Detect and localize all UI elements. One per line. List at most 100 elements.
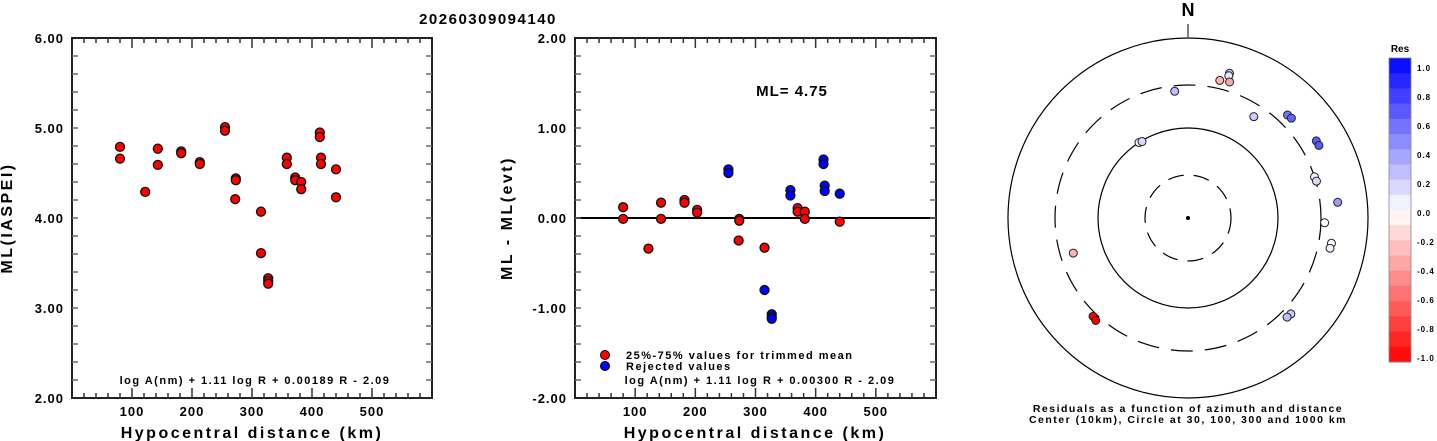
y-tick-label: 4.00: [35, 211, 64, 226]
x-axis-title: Hypocentral distance (km): [121, 425, 384, 441]
data-point: [655, 213, 667, 225]
colorbar-bin: [1389, 164, 1411, 181]
colorbar-tick-label: 0.2: [1417, 180, 1431, 189]
data-point: [230, 193, 241, 205]
data-point: [314, 131, 325, 143]
colorbar-bin: [1389, 331, 1411, 348]
colorbar-tick-label: 0.6: [1417, 122, 1431, 131]
data-point: [617, 202, 629, 213]
data-point: [834, 216, 845, 227]
data-point: [140, 186, 151, 198]
colorbar-tick-label: 1.0: [1417, 64, 1431, 73]
colorbar-bin: [1389, 179, 1411, 196]
station-point: [1333, 197, 1343, 207]
y-tick-label: 0.00: [538, 211, 567, 226]
station-point: [1314, 140, 1324, 150]
station-point: [1215, 75, 1225, 85]
colorbar-bin: [1389, 210, 1411, 226]
x-axis-title: Hypocentral distance (km): [624, 425, 887, 441]
colorbar-bin: [1389, 134, 1411, 150]
colorbar-tick-label: -0.4: [1417, 267, 1435, 276]
station-point: [1137, 137, 1147, 147]
data-points: [617, 154, 845, 324]
y-axis-title: ML(IASPEI): [0, 162, 16, 273]
x-tick-label: 300: [743, 404, 768, 419]
data-point: [255, 206, 267, 217]
colorbar-bin: [1389, 58, 1411, 74]
x-tick-label: 400: [300, 404, 325, 419]
station-point: [1225, 77, 1235, 87]
legend-marker-rejected: [600, 361, 610, 371]
data-point: [114, 141, 126, 153]
colorbar-bin: [1389, 149, 1411, 165]
station-point: [1068, 248, 1078, 258]
colorbar-tick-label: -0.8: [1417, 325, 1435, 334]
ml-annotation: ML= 4.75: [756, 83, 828, 100]
epicenter-marker: [1186, 216, 1190, 220]
x-tick-label: 300: [240, 404, 265, 419]
data-point: [655, 197, 667, 208]
data-point: [617, 213, 629, 225]
colorbar-tick-label: -0.2: [1417, 238, 1435, 247]
data-point: [281, 158, 292, 170]
formula-label: log A(nm) + 1.11 log R + 0.00300 R - 2.0…: [625, 375, 896, 387]
data-point: [691, 207, 703, 218]
station-point: [1286, 113, 1296, 123]
station-point: [1170, 86, 1180, 96]
colorbar-bin: [1389, 255, 1411, 272]
station-point: [1311, 176, 1321, 186]
colorbar-tick-label: 0.4: [1417, 151, 1431, 160]
x-tick-label: 500: [863, 404, 888, 419]
magnitude-vs-distance-chart: 100 200 300 400 500 2.00 3.00 4.00 5.00 6.00 log …: [0, 31, 433, 441]
colorbar-bin: [1389, 240, 1411, 257]
colorbar-title: Res: [1391, 44, 1410, 55]
data-point: [799, 213, 810, 225]
station-point: [1282, 312, 1292, 322]
data-point: [818, 158, 829, 170]
data-point: [230, 175, 241, 186]
colorbar-frame: [1388, 57, 1412, 363]
data-point: [819, 185, 830, 197]
colorbar-tick-label: -1.0: [1417, 354, 1435, 363]
data-point: [733, 235, 744, 246]
y-tick-label: -1.00: [532, 301, 567, 316]
colorbar-bin: [1389, 88, 1411, 105]
data-points: [114, 121, 342, 289]
colorbar-bin: [1389, 194, 1411, 211]
data-point: [263, 278, 274, 289]
data-point: [176, 148, 187, 159]
data-point: [315, 158, 327, 170]
y-tick-label: 1.00: [538, 121, 567, 136]
data-point: [330, 192, 342, 203]
y-tick-label: 5.00: [35, 121, 64, 136]
y-axis-title: ML - ML(evt): [499, 156, 516, 280]
data-point: [219, 125, 231, 136]
colorbar-bin: [1389, 73, 1411, 89]
station-point: [1325, 243, 1335, 253]
colorbar-tick-label: -0.6: [1417, 296, 1435, 305]
colorbar-bin: [1389, 301, 1411, 317]
station-point: [1091, 315, 1101, 325]
colorbar-bin: [1389, 346, 1411, 363]
x-tick-label: 100: [120, 404, 145, 419]
colorbar-bin: [1389, 118, 1411, 135]
y-tick-label: 6.00: [35, 31, 64, 46]
data-point: [766, 313, 777, 324]
data-point: [734, 215, 745, 226]
legend-label-trimmed: 25%-75% values for trimmed mean: [626, 350, 853, 362]
data-point: [759, 284, 770, 296]
x-tick-label: 500: [360, 404, 385, 419]
north-label: N: [1182, 0, 1195, 20]
x-tick-label: 100: [623, 404, 648, 419]
colorbar-bin: [1389, 316, 1411, 333]
data-point: [643, 243, 654, 254]
data-point: [114, 153, 126, 164]
y-tick-label: 2.00: [538, 31, 567, 46]
y-tick-label: 3.00: [35, 301, 64, 316]
data-point: [330, 164, 342, 175]
data-point: [759, 242, 770, 253]
axis-ticks: 100 200 300 400 500 -2.00 -1.00 0.00 1.00 2.00: [532, 31, 936, 419]
data-point: [834, 188, 845, 199]
residual-colorbar: 1.0 0.8 0.6 0.4 0.2 0.0 -0.2 -0.4 -0.6 -0.8 -1.0: [1388, 57, 1435, 363]
y-tick-label: 2.00: [35, 391, 64, 406]
